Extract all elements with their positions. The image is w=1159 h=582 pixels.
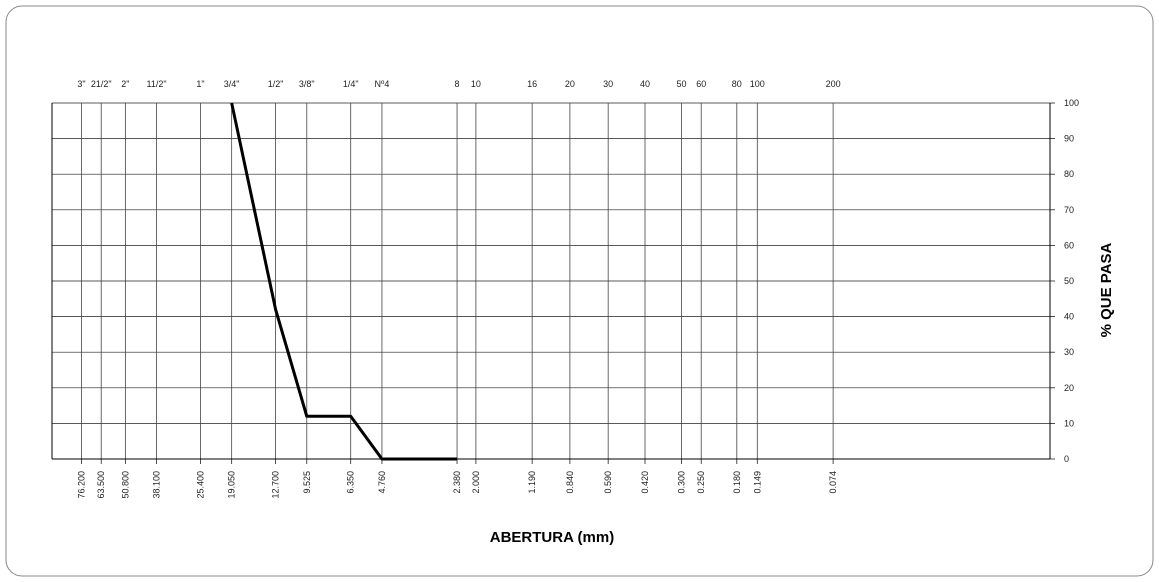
x-tick-label: 6.350 xyxy=(346,471,356,494)
x-tick-label: 12.700 xyxy=(271,471,281,499)
sieve-label: 16 xyxy=(527,79,537,89)
y-axis-title: % QUE PASA xyxy=(1098,242,1115,337)
sieve-label: 1" xyxy=(196,79,204,89)
x-tick-label: 4.760 xyxy=(377,471,387,494)
x-tick-label: 1.190 xyxy=(527,471,537,494)
y-tick-label: 0 xyxy=(1064,454,1069,464)
x-tick-label: 0.420 xyxy=(640,471,650,494)
y-tick-label: 100 xyxy=(1064,98,1079,108)
sieve-label: 80 xyxy=(732,79,742,89)
x-tick-label: 50.800 xyxy=(120,471,130,499)
y-tick-label: 40 xyxy=(1064,312,1074,322)
x-tick-label: 2.380 xyxy=(452,471,462,494)
sieve-label: 3/8" xyxy=(299,79,315,89)
x-tick-label: 0.590 xyxy=(603,471,613,494)
y-tick-label: 80 xyxy=(1064,169,1074,179)
sieve-label: 30 xyxy=(603,79,613,89)
x-tick-label: 0.074 xyxy=(828,471,838,494)
y-tick-label: 90 xyxy=(1064,134,1074,144)
x-tick-label: 0.149 xyxy=(752,471,762,494)
x-tick-label: 76.200 xyxy=(76,471,86,499)
x-tick-label: 19.050 xyxy=(227,471,237,499)
x-tick-label: 2.000 xyxy=(471,471,481,494)
sieve-label: 8 xyxy=(455,79,460,89)
sieve-label: 2" xyxy=(121,79,129,89)
sieve-label: 1/4" xyxy=(343,79,359,89)
sieve-label: 21/2" xyxy=(91,79,112,89)
sieve-label: 60 xyxy=(696,79,706,89)
x-tick-label: 9.525 xyxy=(302,471,312,494)
x-tick-label: 38.100 xyxy=(152,471,162,499)
y-tick-label: 60 xyxy=(1064,240,1074,250)
x-tick-label: 0.250 xyxy=(696,471,706,494)
sieve-label: 40 xyxy=(640,79,650,89)
y-tick-label: 30 xyxy=(1064,347,1074,357)
sieve-label: 3/4" xyxy=(224,79,240,89)
sieve-label: 100 xyxy=(750,79,765,89)
y-tick-label: 10 xyxy=(1064,418,1074,428)
sieve-label: 200 xyxy=(826,79,841,89)
frame xyxy=(5,5,1154,577)
sieve-label: 11/2" xyxy=(147,79,167,89)
sieve-label: Nº4 xyxy=(375,79,390,89)
sieve-label: 10 xyxy=(471,79,481,89)
x-axis-title: ABERTURA (mm) xyxy=(490,529,614,546)
x-tick-label: 0.300 xyxy=(676,471,686,494)
x-tick-label: 25.400 xyxy=(195,471,205,499)
y-tick-label: 20 xyxy=(1064,383,1074,393)
x-tick-label: 0.180 xyxy=(732,471,742,494)
x-tick-label: 0.840 xyxy=(565,471,575,494)
gradation-curve xyxy=(230,102,458,461)
sieve-label: 3" xyxy=(77,79,85,89)
sieve-label: 50 xyxy=(676,79,686,89)
sieve-label: 1/2" xyxy=(268,79,284,89)
sieve-label: 20 xyxy=(565,79,575,89)
y-tick-label: 50 xyxy=(1064,276,1074,286)
x-tick-label: 63.500 xyxy=(96,471,106,499)
y-tick-label: 70 xyxy=(1064,205,1074,215)
